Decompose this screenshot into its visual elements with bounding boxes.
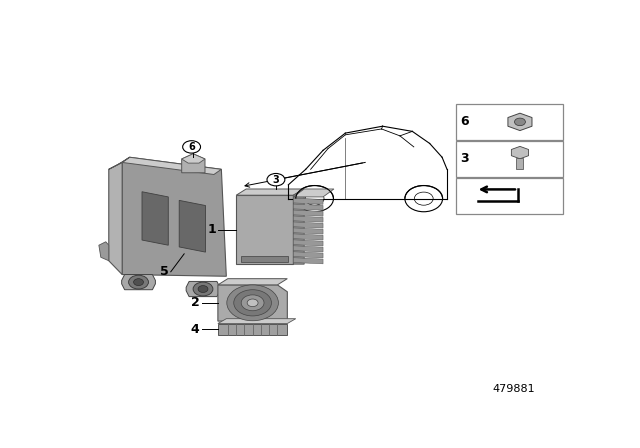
Polygon shape (293, 228, 323, 234)
Text: 3: 3 (461, 152, 469, 165)
Text: 4: 4 (191, 323, 200, 336)
Circle shape (405, 185, 443, 212)
Polygon shape (508, 113, 532, 130)
Polygon shape (218, 323, 287, 335)
Text: 479881: 479881 (493, 384, 535, 394)
Polygon shape (293, 189, 334, 197)
Polygon shape (293, 210, 323, 216)
Polygon shape (99, 242, 109, 261)
Bar (241, 256, 288, 263)
Polygon shape (293, 204, 323, 210)
Polygon shape (179, 200, 205, 252)
Text: 6: 6 (461, 116, 469, 129)
Polygon shape (218, 279, 287, 285)
Polygon shape (109, 163, 122, 275)
Polygon shape (122, 157, 221, 174)
Polygon shape (109, 157, 129, 169)
Polygon shape (293, 252, 323, 258)
Polygon shape (182, 154, 205, 173)
Text: 1: 1 (207, 223, 216, 236)
Polygon shape (122, 275, 156, 290)
Bar (456, 141, 563, 177)
Polygon shape (236, 195, 293, 264)
Polygon shape (236, 189, 304, 195)
Circle shape (198, 285, 208, 293)
Polygon shape (182, 154, 205, 163)
Circle shape (193, 282, 213, 296)
Polygon shape (293, 258, 323, 264)
Circle shape (182, 141, 200, 153)
Polygon shape (218, 319, 296, 323)
Circle shape (129, 275, 148, 289)
Circle shape (234, 290, 271, 316)
Polygon shape (122, 157, 227, 276)
Circle shape (515, 118, 525, 126)
Circle shape (247, 299, 258, 306)
Text: 3: 3 (273, 175, 279, 185)
Circle shape (296, 185, 333, 212)
Text: 2: 2 (191, 296, 200, 309)
Polygon shape (142, 192, 168, 245)
Polygon shape (293, 198, 323, 204)
Polygon shape (293, 222, 323, 228)
Polygon shape (218, 285, 287, 321)
Bar (456, 178, 563, 214)
Bar (456, 104, 563, 140)
Polygon shape (293, 234, 323, 240)
Circle shape (267, 173, 285, 186)
Polygon shape (293, 216, 323, 222)
Polygon shape (293, 246, 323, 252)
Polygon shape (293, 240, 323, 246)
Polygon shape (511, 146, 529, 159)
Text: 5: 5 (160, 265, 169, 278)
Circle shape (134, 279, 143, 285)
Polygon shape (293, 189, 304, 264)
Circle shape (227, 285, 278, 321)
Polygon shape (186, 281, 220, 297)
Circle shape (241, 295, 264, 311)
Text: 6: 6 (188, 142, 195, 152)
Bar (516, 158, 524, 169)
